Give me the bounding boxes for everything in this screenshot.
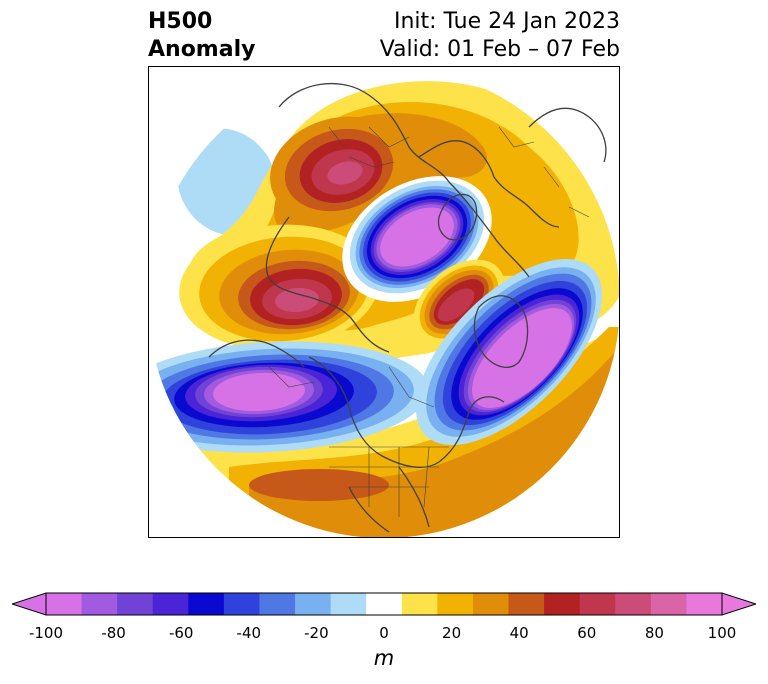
colorbar-outline — [45, 592, 723, 616]
colorbar-tick-label: -80 — [101, 624, 126, 642]
colorbar-segment — [330, 593, 367, 615]
colorbar-segment — [544, 593, 581, 615]
subtitle-anomaly: Anomaly — [148, 37, 256, 62]
coastline-north-america — [308, 356, 505, 469]
coastlines — [208, 82, 607, 533]
coastline-alaska — [208, 339, 305, 368]
colorbar-segment — [508, 593, 545, 615]
colorbar-segment — [46, 593, 83, 615]
colorbar-segment — [295, 593, 332, 615]
colorbar-segment — [472, 593, 510, 615]
colorbar-tick-label: -60 — [168, 624, 194, 642]
anomaly-arctic-minus100 — [380, 207, 454, 267]
colorbar-segment — [188, 593, 225, 615]
colorbar-tick-label: 80 — [644, 624, 664, 642]
colorbar-max-extend — [721, 592, 756, 616]
colorbar-segment — [686, 593, 723, 615]
colorbar-segments — [46, 593, 723, 615]
colorbar-unit-label: m — [373, 646, 395, 670]
colorbar-segment — [579, 593, 616, 615]
filled-contours — [149, 67, 619, 537]
valid-range: Valid: 01 Feb – 07 Feb — [379, 37, 620, 62]
anomaly-se-us-50 — [249, 469, 389, 501]
coastline-africa-north — [528, 107, 607, 163]
colorbar-segment — [437, 593, 474, 615]
date-info: Init: Tue 24 Jan 2023 Valid: 01 Feb – 07… — [380, 8, 620, 64]
init-date: Init: Tue 24 Jan 2023 — [393, 9, 620, 34]
colorbar-tick-label: -100 — [28, 624, 64, 642]
colorbar-tick-label: 20 — [442, 624, 462, 642]
colorbar-tick-label: 0 — [379, 624, 389, 642]
colorbar-segment — [152, 593, 189, 615]
coastline-us-east — [348, 466, 430, 533]
anomaly-goa-minus100 — [213, 372, 305, 412]
coastline-eurasia — [278, 82, 530, 278]
coastline-greenland — [473, 295, 529, 368]
anomaly-map — [149, 67, 619, 537]
coastline-europe — [418, 140, 560, 228]
colorbar-segment — [650, 593, 687, 615]
colorbar-segment — [259, 593, 296, 615]
colorbar-tick-label: -40 — [236, 624, 262, 642]
variable-name: H500 — [148, 9, 213, 34]
colorbar-tick-label: 60 — [577, 624, 597, 642]
colorbar-segment — [366, 593, 403, 615]
colorbar — [12, 592, 756, 616]
colorbar-min-extend — [12, 592, 47, 616]
colorbar-segment — [81, 593, 118, 615]
anomaly-hudson-70 — [437, 288, 475, 322]
anomaly-siberia-80 — [275, 287, 319, 313]
colorbar-segment — [615, 593, 652, 615]
anomaly-neutral-left — [149, 285, 161, 321]
map-panel — [148, 66, 620, 538]
anomaly-east-europe-80 — [327, 161, 363, 185]
map-title: H500 Anomaly — [148, 8, 255, 64]
colorbar-segment — [117, 593, 154, 615]
coastline-scandinavia — [437, 193, 478, 241]
colorbar-tick-label: -20 — [304, 624, 329, 642]
colorbar-tick-label: 100 — [707, 624, 737, 642]
coastline-asia-east — [265, 216, 390, 353]
colorbar-segment — [401, 593, 438, 615]
colorbar-segment — [223, 593, 260, 615]
borders — [268, 126, 590, 517]
colorbar-tick-label: 40 — [509, 624, 529, 642]
